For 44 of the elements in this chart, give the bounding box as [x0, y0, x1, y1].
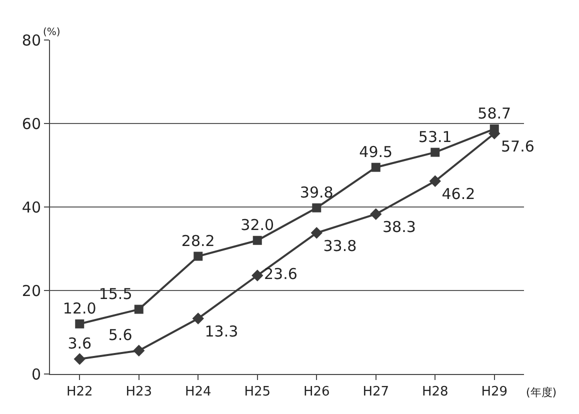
data-label: 33.8 [323, 236, 357, 255]
point [371, 162, 380, 172]
x-tick-label: H24 [184, 384, 212, 400]
data-label: 39.8 [300, 183, 334, 202]
x-tick-label: H25 [244, 384, 271, 400]
x-tick-label: H27 [362, 384, 390, 400]
y-tick-label: 60 [22, 114, 41, 133]
y-tick-label: 80 [22, 31, 41, 50]
y-tick-label: 0 [31, 365, 41, 384]
x-tick-label: H22 [66, 384, 93, 400]
point [252, 236, 262, 245]
y-tick-label: 20 [22, 282, 41, 300]
point [134, 304, 144, 314]
point [430, 148, 440, 157]
x-tick-label: H26 [303, 384, 330, 400]
point [312, 203, 322, 212]
point [370, 208, 382, 220]
data-label: 32.0 [240, 216, 274, 234]
data-label: 23.6 [264, 265, 298, 284]
x-tick-label: H23 [126, 384, 152, 400]
data-label: 5.6 [108, 326, 132, 344]
point [429, 175, 441, 187]
data-label: 49.5 [359, 142, 393, 161]
data-label: 3.6 [68, 334, 92, 353]
y-axis-title: (%) [43, 27, 60, 38]
x-tick-label: H28 [422, 384, 448, 400]
point [74, 353, 86, 365]
data-label: 58.7 [478, 104, 512, 123]
point [75, 319, 84, 328]
point [194, 252, 203, 261]
data-label: 38.3 [382, 218, 416, 236]
x-tick-label: H29 [481, 384, 508, 400]
y-tick-label: 40 [22, 198, 41, 216]
data-label: 46.2 [442, 184, 476, 203]
data-label: 28.2 [181, 232, 215, 250]
data-label: 57.6 [501, 137, 534, 156]
point [192, 312, 204, 324]
data-label: 13.3 [204, 322, 238, 340]
point [133, 344, 145, 356]
x-axis-title: (年度) [526, 386, 557, 399]
data-label: 12.0 [62, 300, 96, 318]
point [252, 270, 264, 282]
data-label: 53.1 [418, 128, 452, 146]
point [310, 227, 322, 239]
